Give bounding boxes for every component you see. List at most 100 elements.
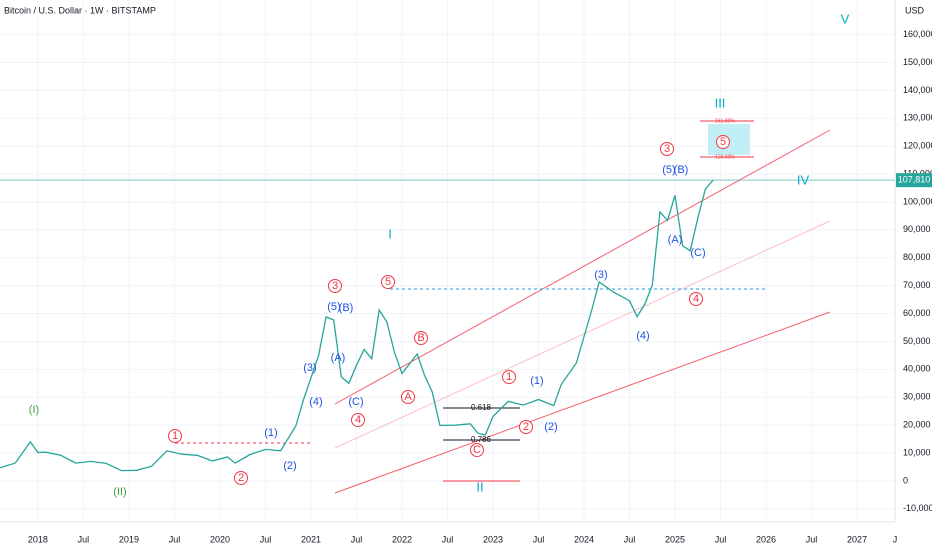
x-tick-label: 2019 xyxy=(119,534,139,544)
wave-label: 4 xyxy=(693,293,699,305)
y-tick-label: 0 xyxy=(903,475,908,485)
wave-label: (A) xyxy=(668,234,683,246)
wave-circle xyxy=(502,370,516,384)
y-tick-label: 100,000 xyxy=(903,196,932,206)
wave-label: A xyxy=(404,391,412,403)
x-tick-label: Jul xyxy=(78,534,90,544)
x-tick-label: 2022 xyxy=(392,534,412,544)
wave-label: (A) xyxy=(331,352,346,364)
wave-label: IV xyxy=(797,172,810,187)
x-tick-label: Jul xyxy=(169,534,181,544)
wave-label: (C) xyxy=(348,396,363,408)
wave-circle xyxy=(234,471,248,485)
wave-label: 0.618 xyxy=(471,403,492,412)
x-tick-label: 2018 xyxy=(28,534,48,544)
wave-label: 5 xyxy=(720,136,726,148)
wave-circle xyxy=(401,390,415,404)
wave-label: 123.60% xyxy=(715,154,735,160)
wave-circle xyxy=(414,331,428,345)
channel-upper xyxy=(334,129,831,405)
wave-label: III xyxy=(715,95,726,110)
wave-label: 4 xyxy=(355,414,361,426)
wave-label: 5 xyxy=(385,276,391,288)
y-tick-label: 150,000 xyxy=(903,57,932,67)
chart-title: Bitcoin / U.S. Dollar · 1W · BITSTAMP xyxy=(4,5,156,15)
wave-circle xyxy=(519,420,533,434)
wave-label: (I) xyxy=(29,404,39,416)
wave-label: 161.80% xyxy=(715,118,735,124)
y-tick-label: 30,000 xyxy=(903,392,931,402)
y-tick-label: 20,000 xyxy=(903,420,931,430)
y-tick-label: 50,000 xyxy=(903,336,931,346)
wave-label: 0.786 xyxy=(471,435,492,444)
y-tick-label: 140,000 xyxy=(903,85,932,95)
wave-label: (4) xyxy=(636,330,649,342)
x-tick-label: 2027 xyxy=(847,534,867,544)
wave-label: (5) xyxy=(662,164,675,176)
x-tick-label: Jul xyxy=(715,534,727,544)
wave-label: (4) xyxy=(309,396,322,408)
wave-label: (B) xyxy=(339,302,354,314)
x-tick-label: 2026 xyxy=(756,534,776,544)
wave-label: (5) xyxy=(327,301,340,313)
wave-label: 3 xyxy=(332,280,338,292)
last-price-tag xyxy=(896,173,932,188)
wave-circle xyxy=(470,443,484,457)
wave-label: II xyxy=(476,479,483,494)
x-tick-label: Jul xyxy=(624,534,636,544)
wave-label: (C) xyxy=(690,247,705,259)
x-tick-label: Jul xyxy=(260,534,272,544)
wave-label: 1 xyxy=(172,430,178,442)
x-tick-label: 2023 xyxy=(483,534,503,544)
x-tick-label: Jul xyxy=(442,534,454,544)
wave-label: (1) xyxy=(264,427,277,439)
x-tick-label: J xyxy=(893,534,898,544)
wave-circle xyxy=(381,275,395,289)
wave-label: (2) xyxy=(544,421,557,433)
wave-label: 3 xyxy=(664,143,670,155)
y-tick-label: 160,000 xyxy=(903,29,932,39)
channel-lower xyxy=(334,311,831,494)
price-axis xyxy=(895,0,932,550)
wave-circle xyxy=(689,292,703,306)
x-tick-label: 2020 xyxy=(210,534,230,544)
x-tick-label: Jul xyxy=(351,534,363,544)
wave-label: 2 xyxy=(523,421,529,433)
y-tick-label: 90,000 xyxy=(903,224,931,234)
y-tick-label: 10,000 xyxy=(903,447,931,457)
wave-label: (II) xyxy=(113,486,126,498)
y-tick-label: 120,000 xyxy=(903,141,932,151)
currency-label: USD xyxy=(905,5,925,15)
wave-label: (B) xyxy=(674,164,689,176)
wave-label: 2 xyxy=(238,472,244,484)
wave-label: (1) xyxy=(530,375,543,387)
x-tick-label: 2024 xyxy=(574,534,594,544)
wave-circle xyxy=(716,135,730,149)
x-tick-label: Jul xyxy=(533,534,545,544)
price-line xyxy=(0,179,714,472)
wave-label: (2) xyxy=(283,460,296,472)
channel-middle xyxy=(334,220,831,449)
y-tick-label: 40,000 xyxy=(903,364,931,374)
x-tick-label: 2021 xyxy=(301,534,321,544)
y-tick-label: 80,000 xyxy=(903,252,931,262)
last-price-label: 107,810 xyxy=(898,175,931,185)
wave-circle xyxy=(660,142,674,156)
wave-circle xyxy=(168,429,182,443)
y-tick-label: 130,000 xyxy=(903,113,932,123)
wave-label: 1 xyxy=(506,371,512,383)
x-tick-label: 2025 xyxy=(665,534,685,544)
y-tick-label: 60,000 xyxy=(903,308,931,318)
wave-label: (3) xyxy=(303,362,316,374)
wave-label: C xyxy=(473,444,481,456)
wave-label: B xyxy=(417,332,424,344)
wave-label: (3) xyxy=(594,269,607,281)
wave-label: V xyxy=(841,11,850,26)
wave-label: I xyxy=(388,226,392,241)
y-tick-label: 70,000 xyxy=(903,280,931,290)
y-tick-label: -10,000 xyxy=(903,503,932,513)
wave-circle xyxy=(328,279,342,293)
grid xyxy=(0,0,896,522)
